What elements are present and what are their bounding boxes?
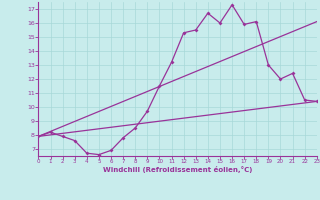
X-axis label: Windchill (Refroidissement éolien,°C): Windchill (Refroidissement éolien,°C) — [103, 166, 252, 173]
